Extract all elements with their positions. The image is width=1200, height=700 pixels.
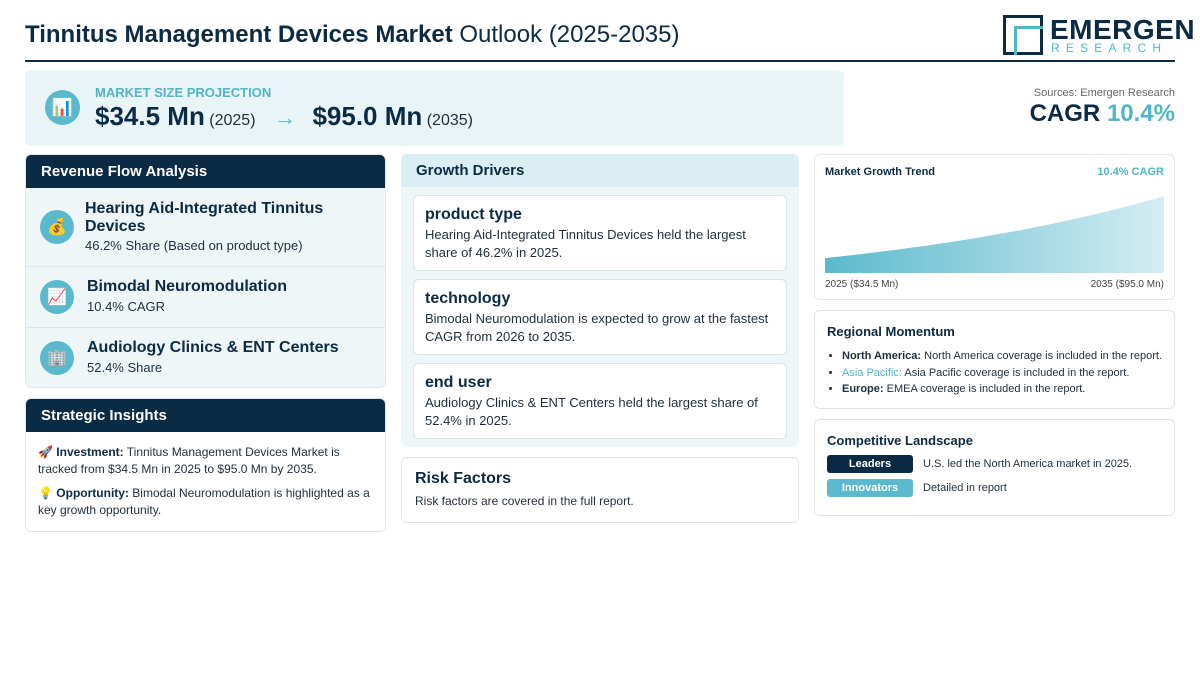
end-value: $95.0 Mn <box>312 101 423 131</box>
risk-factors-card: Risk Factors Risk factors are covered in… <box>401 457 799 523</box>
region-text: EMEA coverage is included in the report. <box>886 383 1086 395</box>
strategic-insights-card: Strategic Insights 🚀 Investment: Tinnitu… <box>25 398 386 532</box>
region-item: Europe: EMEA coverage is included in the… <box>842 381 1162 398</box>
driver-text: Hearing Aid-Integrated Tinnitus Devices … <box>425 227 746 260</box>
competitive-landscape-card: Competitive Landscape Leaders U.S. led t… <box>814 419 1175 516</box>
revenue-item-sub: 52.4% Share <box>87 360 163 375</box>
driver-card: technology Bimodal Neuromodulation is ex… <box>413 279 787 355</box>
investment-insight: 🚀 Investment: Tinnitus Management Device… <box>38 444 373 477</box>
opportunity-label: Opportunity: <box>56 486 129 500</box>
revenue-item-title: Audiology Clinics & ENT Centers <box>87 339 339 356</box>
report-header: Tinnitus Management Devices Market Outlo… <box>25 12 1195 62</box>
revenue-flow-card: Revenue Flow Analysis 💰 Hearing Aid-Inte… <box>25 154 386 388</box>
driver-title: product type <box>425 206 522 223</box>
leaders-tag: Leaders <box>827 455 913 473</box>
revenue-item: 💰 Hearing Aid-Integrated Tinnitus Device… <box>26 188 385 267</box>
page-title-bold: Tinnitus Management Devices Market <box>25 21 453 48</box>
bar-chart-icon: 📊 <box>45 90 80 125</box>
arrow-right-icon: → <box>273 105 296 130</box>
region-item: Asia Pacific: Asia Pacific coverage is i… <box>842 365 1162 382</box>
market-size-label: MARKET SIZE PROJECTION <box>95 85 272 100</box>
regional-momentum-card: Regional Momentum North America: North A… <box>814 310 1175 409</box>
risk-factors-heading: Risk Factors <box>415 470 512 487</box>
logo-mark <box>1003 15 1043 55</box>
revenue-item-sub: 46.2% Share (Based on product type) <box>85 238 303 253</box>
start-value: $34.5 Mn <box>95 101 205 131</box>
chart-increasing-icon: 📈 <box>40 280 74 314</box>
region-text: Asia Pacific coverage is included in the… <box>904 366 1130 379</box>
sources-text: Sources: Emergen Research <box>1033 87 1175 99</box>
trend-title: Market Growth Trend <box>825 166 936 178</box>
competitive-landscape-heading: Competitive Landscape <box>827 433 973 448</box>
trend-chart <box>825 196 1164 273</box>
revenue-item-title: Hearing Aid-Integrated Tinnitus Devices <box>85 200 324 235</box>
region-name: North America: <box>842 350 922 362</box>
money-bag-icon: 💰 <box>40 210 74 244</box>
region-text: North America coverage is included in th… <box>924 350 1162 362</box>
market-growth-trend-card: Market Growth Trend 10.4% CAGR 2025 ($34… <box>814 154 1175 300</box>
end-year: (2035) <box>426 112 473 129</box>
revenue-item: 📈 Bimodal Neuromodulation 10.4% CAGR <box>26 267 385 328</box>
page-title-rest: Outlook (2025-2035) <box>459 21 680 48</box>
strategic-insights-body: 🚀 Investment: Tinnitus Management Device… <box>26 432 385 518</box>
cagr-line: CAGR 10.4% <box>1030 100 1175 128</box>
region-item: North America: North America coverage is… <box>842 348 1162 365</box>
market-size-banner: 📊 MARKET SIZE PROJECTION $34.5 Mn (2025)… <box>25 70 844 146</box>
revenue-item-sub: 10.4% CAGR <box>87 299 166 314</box>
revenue-flow-heading: Revenue Flow Analysis <box>26 155 385 188</box>
trend-end-label: 2035 ($95.0 Mn) <box>1090 279 1164 290</box>
growth-drivers-card: Growth Drivers product type Hearing Aid-… <box>401 154 799 447</box>
region-name: Asia Pacific: <box>842 366 902 379</box>
rocket-icon: 🚀 <box>38 445 53 459</box>
regional-momentum-heading: Regional Momentum <box>827 324 955 339</box>
market-size-values: $34.5 Mn (2025) → $95.0 Mn (2035) <box>95 101 473 132</box>
trend-area <box>825 196 1164 273</box>
opportunity-text: Bimodal Neuromodulation is highlighted a… <box>38 486 370 517</box>
strategic-insights-heading: Strategic Insights <box>26 399 385 432</box>
innovators-tag: Innovators <box>827 479 913 497</box>
regional-list: North America: North America coverage is… <box>842 348 1162 398</box>
driver-text: Audiology Clinics & ENT Centers held the… <box>425 395 758 428</box>
page-title: Tinnitus Management Devices Market Outlo… <box>25 21 680 49</box>
logo-name: EMERGEN <box>1050 14 1196 45</box>
cagr-label: CAGR <box>1029 100 1101 127</box>
innovators-text: Detailed in report <box>923 482 1007 494</box>
driver-title: technology <box>425 290 511 307</box>
growth-drivers-heading: Growth Drivers <box>401 154 799 187</box>
trend-cagr: 10.4% CAGR <box>1097 166 1164 178</box>
logo-subtitle: RESEARCH <box>1051 41 1168 55</box>
driver-card: end user Audiology Clinics & ENT Centers… <box>413 363 787 439</box>
region-name: Europe: <box>842 383 884 395</box>
cagr-summary: Sources: Emergen Research CAGR 10.4% <box>1030 87 1175 128</box>
opportunity-insight: 💡 Opportunity: Bimodal Neuromodulation i… <box>38 485 373 518</box>
trend-start-label: 2025 ($34.5 Mn) <box>825 279 899 290</box>
building-icon: 🏢 <box>40 341 74 375</box>
leaders-text: U.S. led the North America market in 202… <box>923 458 1133 470</box>
revenue-item-title: Bimodal Neuromodulation <box>87 278 287 295</box>
revenue-item: 🏢 Audiology Clinics & ENT Centers 52.4% … <box>26 328 385 387</box>
light-bulb-icon: 💡 <box>38 486 53 500</box>
investment-text: Tinnitus Management Devices Market is tr… <box>38 445 340 476</box>
driver-card: product type Hearing Aid-Integrated Tinn… <box>413 195 787 271</box>
cagr-value: 10.4% <box>1106 100 1175 127</box>
driver-title: end user <box>425 374 492 391</box>
emergen-logo: EMERGEN RESEARCH <box>1003 14 1195 56</box>
risk-factors-text: Risk factors are covered in the full rep… <box>415 494 634 508</box>
driver-text: Bimodal Neuromodulation is expected to g… <box>425 311 769 344</box>
start-year: (2025) <box>209 112 256 129</box>
investment-label: Investment: <box>56 445 124 459</box>
